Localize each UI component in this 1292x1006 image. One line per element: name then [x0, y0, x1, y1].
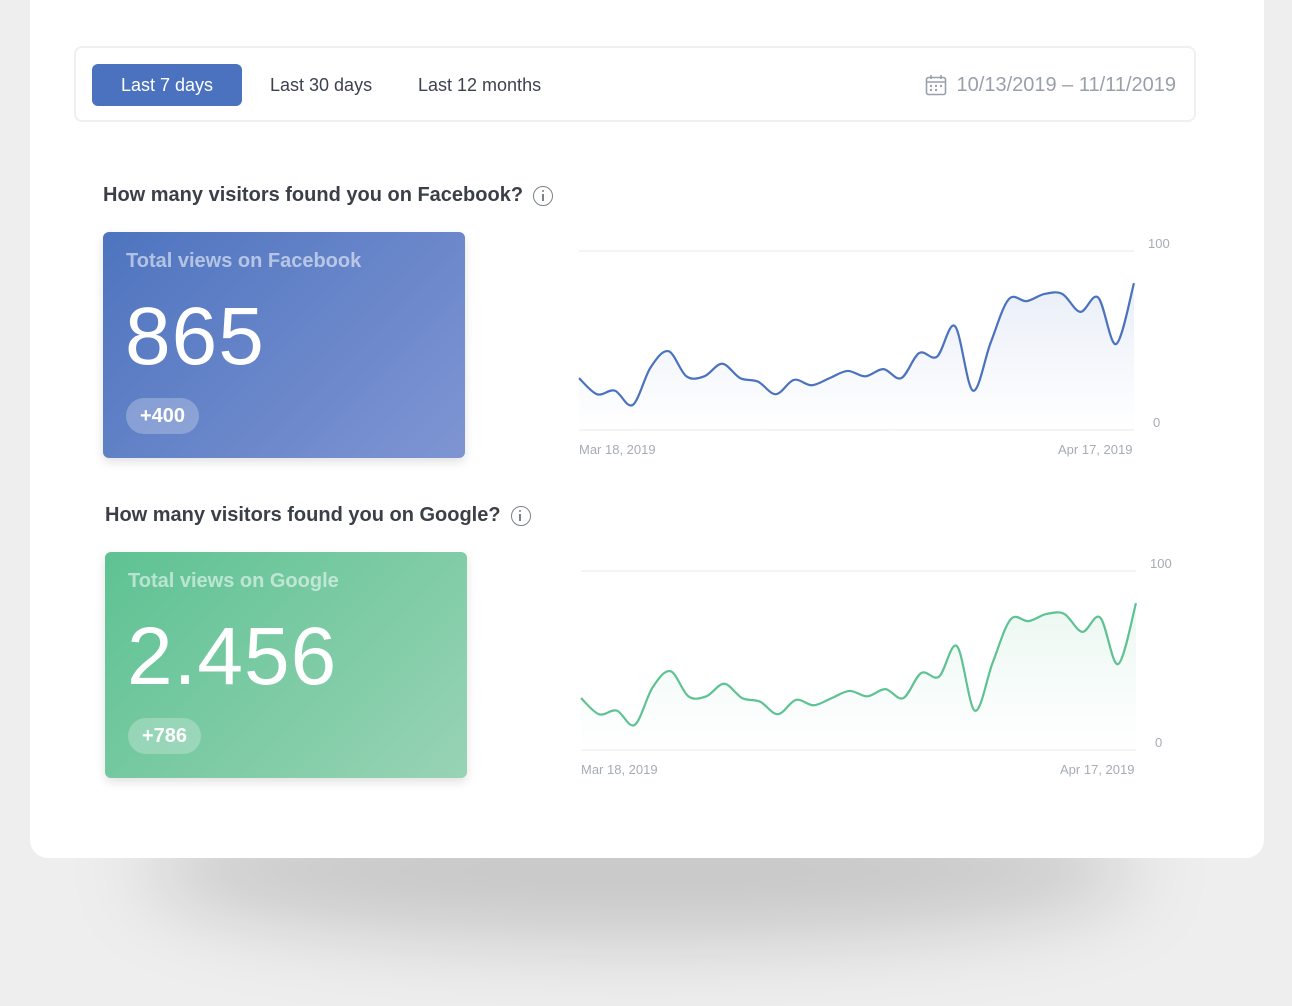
y-tick-label: 0: [1153, 415, 1161, 430]
facebook-total-card: Total views on Facebook 865 +400: [103, 232, 465, 458]
calendar-icon: [925, 75, 946, 96]
google-chart-svg: [580, 570, 1138, 751]
info-icon[interactable]: [510, 505, 531, 526]
series-area: [579, 283, 1134, 430]
facebook-card-title: Total views on Facebook: [126, 250, 362, 272]
x-tick-label: Apr 17, 2019: [1058, 442, 1133, 457]
x-tick-label: Mar 18, 2019: [581, 762, 658, 777]
facebook-question-text: How many visitors found you on Facebook?: [103, 184, 524, 206]
y-tick-label: 0: [1155, 735, 1163, 750]
google-question: How many visitors found you on Google?: [105, 504, 531, 527]
google-total-card: Total views on Google 2.456 +786: [105, 552, 467, 778]
filter-bar: Last 7 days Last 30 days Last 12 months …: [74, 46, 1196, 122]
google-line-chart: 100 0 Mar 18, 2019 Apr 17, 2019: [580, 552, 1200, 782]
tab-last-30-days[interactable]: Last 30 days: [270, 75, 373, 95]
date-range-label: 10/13/2019 – 11/11/2019: [956, 73, 1176, 96]
google-total-value: 2.456: [127, 611, 338, 702]
google-card-title: Total views on Google: [128, 570, 339, 592]
series-line: [578, 282, 1136, 407]
google-question-text: How many visitors found you on Google?: [105, 504, 501, 526]
date-range-picker[interactable]: 10/13/2019 – 11/11/2019: [925, 70, 1176, 100]
y-tick-label: 100: [1150, 556, 1172, 571]
x-tick-label: Mar 18, 2019: [579, 442, 656, 457]
facebook-chart-svg: [578, 250, 1136, 431]
tab-last-7-days[interactable]: Last 7 days: [92, 64, 242, 106]
google-delta-badge: +786: [128, 718, 202, 754]
facebook-total-value: 865: [125, 291, 265, 382]
info-icon[interactable]: [533, 185, 554, 206]
dashboard-card: Last 7 days Last 30 days Last 12 months …: [30, 0, 1264, 858]
facebook-delta-badge: +400: [126, 398, 200, 434]
tab-last-12-months[interactable]: Last 12 months: [418, 75, 542, 95]
x-tick-label: Apr 17, 2019: [1060, 762, 1135, 777]
y-tick-label: 100: [1148, 236, 1170, 251]
facebook-line-chart: 100 0 Mar 18, 2019 Apr 17, 2019: [578, 232, 1198, 462]
facebook-question: How many visitors found you on Facebook?: [103, 184, 554, 207]
series-line: [580, 602, 1138, 727]
series-area: [581, 603, 1136, 750]
